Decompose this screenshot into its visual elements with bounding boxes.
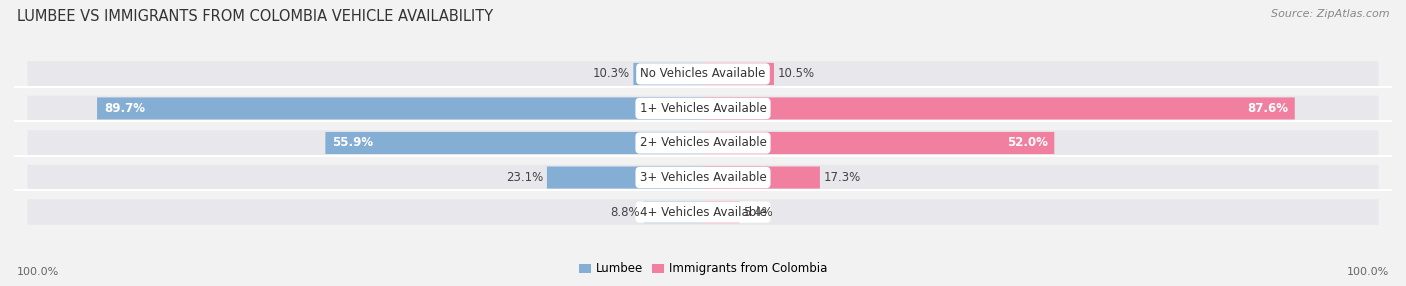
Legend: Lumbee, Immigrants from Colombia: Lumbee, Immigrants from Colombia xyxy=(574,258,832,280)
Text: 10.3%: 10.3% xyxy=(593,67,630,80)
FancyBboxPatch shape xyxy=(703,201,740,223)
Text: 100.0%: 100.0% xyxy=(1347,267,1389,277)
FancyBboxPatch shape xyxy=(28,96,1378,121)
FancyBboxPatch shape xyxy=(28,199,1378,225)
Text: 89.7%: 89.7% xyxy=(104,102,145,115)
FancyBboxPatch shape xyxy=(644,201,703,223)
Text: 3+ Vehicles Available: 3+ Vehicles Available xyxy=(640,171,766,184)
FancyBboxPatch shape xyxy=(547,166,703,188)
Text: 4+ Vehicles Available: 4+ Vehicles Available xyxy=(640,206,766,219)
Text: 23.1%: 23.1% xyxy=(506,171,544,184)
Text: 5.4%: 5.4% xyxy=(742,206,773,219)
Text: Source: ZipAtlas.com: Source: ZipAtlas.com xyxy=(1271,9,1389,19)
Text: LUMBEE VS IMMIGRANTS FROM COLOMBIA VEHICLE AVAILABILITY: LUMBEE VS IMMIGRANTS FROM COLOMBIA VEHIC… xyxy=(17,9,494,23)
FancyBboxPatch shape xyxy=(28,165,1378,190)
FancyBboxPatch shape xyxy=(703,166,820,188)
Text: 10.5%: 10.5% xyxy=(778,67,814,80)
Text: 1+ Vehicles Available: 1+ Vehicles Available xyxy=(640,102,766,115)
FancyBboxPatch shape xyxy=(703,98,1295,120)
FancyBboxPatch shape xyxy=(28,130,1378,156)
FancyBboxPatch shape xyxy=(28,61,1378,87)
FancyBboxPatch shape xyxy=(703,63,773,85)
Text: 52.0%: 52.0% xyxy=(1007,136,1047,150)
Text: 55.9%: 55.9% xyxy=(332,136,374,150)
Text: No Vehicles Available: No Vehicles Available xyxy=(640,67,766,80)
Text: 8.8%: 8.8% xyxy=(610,206,640,219)
Text: 17.3%: 17.3% xyxy=(824,171,860,184)
FancyBboxPatch shape xyxy=(325,132,703,154)
Text: 2+ Vehicles Available: 2+ Vehicles Available xyxy=(640,136,766,150)
FancyBboxPatch shape xyxy=(97,98,703,120)
Text: 100.0%: 100.0% xyxy=(17,267,59,277)
Text: 87.6%: 87.6% xyxy=(1247,102,1288,115)
FancyBboxPatch shape xyxy=(703,132,1054,154)
FancyBboxPatch shape xyxy=(633,63,703,85)
